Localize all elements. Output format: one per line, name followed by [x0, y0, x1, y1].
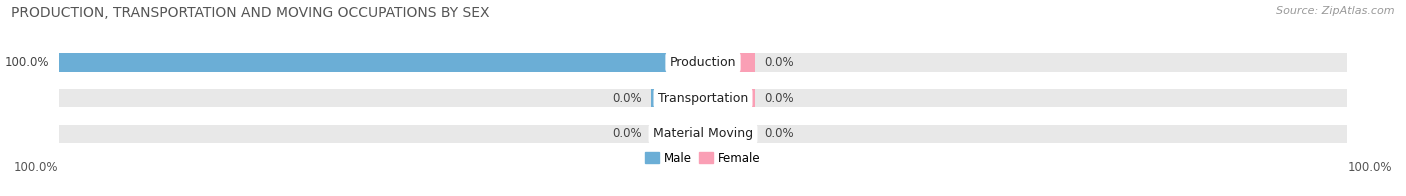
Text: 0.0%: 0.0% [765, 127, 794, 140]
Bar [703, 53, 755, 72]
Text: 100.0%: 100.0% [6, 56, 49, 69]
Bar [703, 53, 1347, 72]
Bar [703, 125, 1347, 143]
Text: 0.0%: 0.0% [765, 56, 794, 69]
Bar [651, 125, 703, 143]
Bar [651, 89, 703, 107]
Text: 100.0%: 100.0% [1347, 161, 1392, 174]
Text: 0.0%: 0.0% [612, 92, 641, 105]
Bar [59, 125, 703, 143]
Bar [59, 89, 703, 107]
Bar [59, 53, 703, 72]
Text: Production: Production [669, 56, 737, 69]
Legend: Male, Female: Male, Female [641, 147, 765, 169]
Text: Material Moving: Material Moving [652, 127, 754, 140]
Text: Transportation: Transportation [658, 92, 748, 105]
Bar [59, 53, 703, 72]
Text: PRODUCTION, TRANSPORTATION AND MOVING OCCUPATIONS BY SEX: PRODUCTION, TRANSPORTATION AND MOVING OC… [11, 6, 489, 20]
Bar [703, 89, 755, 107]
Text: Source: ZipAtlas.com: Source: ZipAtlas.com [1277, 6, 1395, 16]
Text: 100.0%: 100.0% [14, 161, 59, 174]
Text: 0.0%: 0.0% [765, 92, 794, 105]
Text: 0.0%: 0.0% [612, 127, 641, 140]
Bar [703, 89, 1347, 107]
Bar [703, 125, 755, 143]
